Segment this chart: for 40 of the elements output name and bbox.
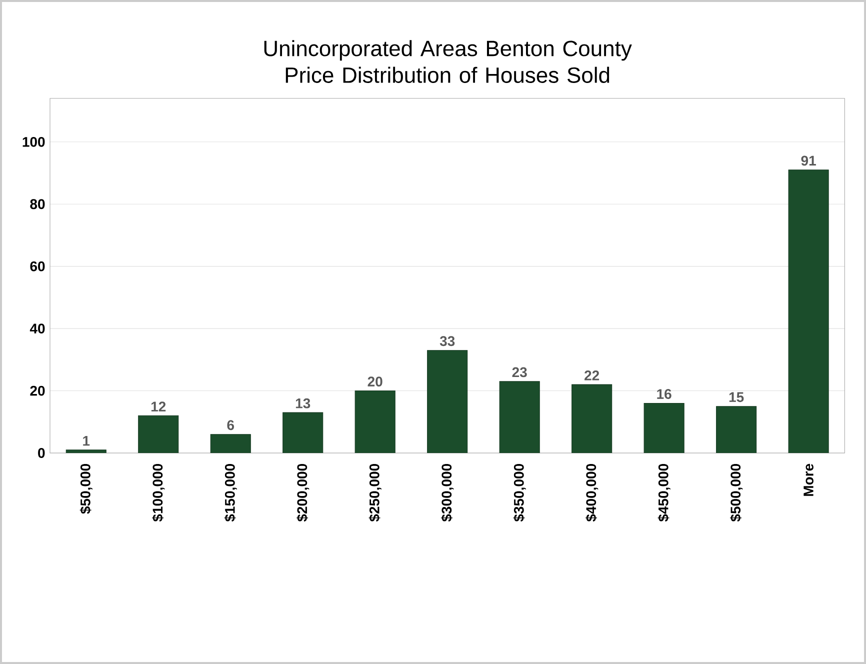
- bar: [572, 384, 612, 453]
- data-label: 91: [801, 156, 816, 166]
- data-label: 15: [729, 392, 744, 402]
- chart-title: Unincorporated Areas Benton County Price Distribution of Houses Sold: [264, 40, 632, 83]
- data-label: 23: [512, 367, 527, 378]
- x-tick-label: $350,000: [513, 464, 526, 522]
- y-tick-label: 0: [38, 448, 45, 458]
- data-label: 33: [440, 336, 455, 346]
- bar: [354, 390, 396, 453]
- data-label: 13: [296, 398, 310, 408]
- data-label: 20: [368, 376, 382, 387]
- x-tick-label: $450,000: [658, 464, 670, 522]
- x-tick-label: $200,000: [296, 464, 310, 522]
- data-label: 16: [657, 389, 672, 399]
- x-tick-label: $300,000: [441, 464, 454, 522]
- y-tick-label: 80: [30, 199, 45, 210]
- data-label: 22: [584, 370, 600, 380]
- data-label: 6: [227, 420, 234, 430]
- y-tick-label: 60: [30, 261, 45, 272]
- y-tick-label: 20: [30, 386, 45, 396]
- x-tick-label: More: [804, 464, 814, 496]
- x-tick-label: $50,000: [80, 464, 92, 514]
- y-tick-label: 100: [22, 136, 45, 147]
- bar: [716, 406, 757, 453]
- x-tick-label: $400,000: [586, 464, 598, 522]
- data-label: 1: [83, 436, 90, 446]
- bar: [644, 402, 684, 453]
- x-tick-label: $250,000: [368, 464, 382, 522]
- x-tick-label: $500,000: [730, 464, 743, 522]
- bar: [210, 434, 251, 453]
- bar: [282, 412, 324, 453]
- y-tick-label: 40: [30, 324, 45, 334]
- data-label: 12: [151, 402, 166, 412]
- bar: [788, 170, 829, 453]
- bar: [66, 450, 106, 453]
- bar: [499, 381, 540, 453]
- x-tick-label: $100,000: [152, 464, 165, 522]
- x-tick-label: $150,000: [224, 464, 237, 522]
- bar: [427, 350, 468, 453]
- bar: [138, 415, 179, 453]
